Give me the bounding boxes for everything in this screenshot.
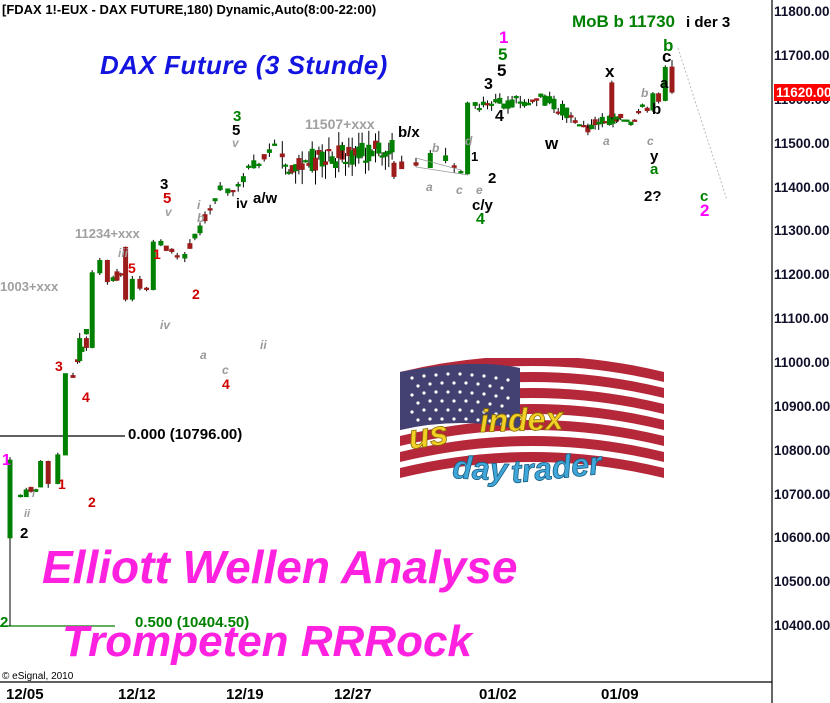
svg-text:us: us (406, 414, 451, 457)
svg-text:index: index (479, 400, 565, 439)
svg-text:day: day (452, 449, 511, 488)
